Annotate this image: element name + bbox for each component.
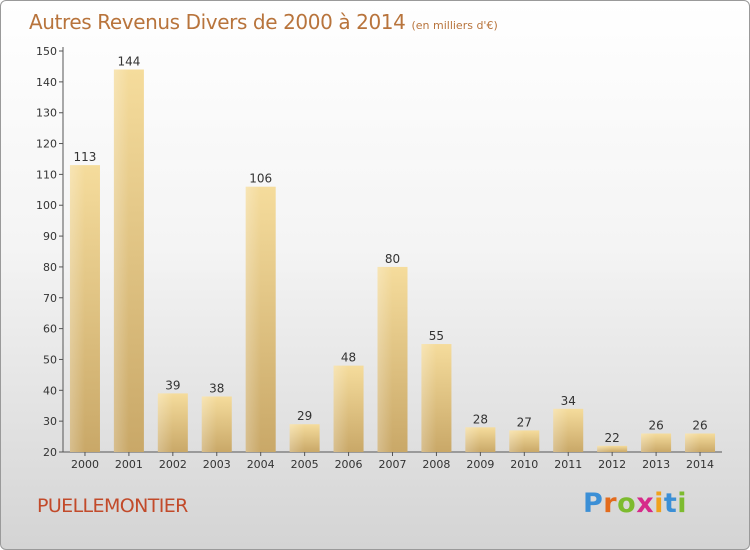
value-label: 34 xyxy=(561,394,576,408)
y-tick-label: 100 xyxy=(36,199,57,212)
y-tick-label: 80 xyxy=(43,261,57,274)
value-label: 38 xyxy=(209,381,224,395)
value-label: 144 xyxy=(117,55,140,69)
bar-highlight xyxy=(597,445,613,452)
bar-highlight xyxy=(509,430,525,452)
y-tick-label: 50 xyxy=(43,353,57,366)
logo-letter: o xyxy=(617,488,637,519)
value-label: 39 xyxy=(165,378,180,392)
bar-highlight xyxy=(69,165,85,452)
y-tick-label: 130 xyxy=(36,107,57,120)
x-tick-label: 2003 xyxy=(203,458,231,471)
x-tick-label: 2002 xyxy=(159,458,187,471)
proxiti-logo[interactable]: Proxiti xyxy=(583,488,687,519)
x-tick-label: 2013 xyxy=(642,458,670,471)
y-tick-label: 90 xyxy=(43,230,57,243)
y-tick-label: 30 xyxy=(43,415,57,428)
x-tick-label: 2005 xyxy=(291,458,319,471)
y-tick-label: 140 xyxy=(36,76,57,89)
bar-highlight xyxy=(289,424,305,452)
x-tick-label: 2010 xyxy=(510,458,538,471)
value-labels: 113 144 39 38 106 29 48 80 55 28 27 34 22 26 26 xyxy=(74,55,708,445)
logo-letter: r xyxy=(603,488,618,519)
bars xyxy=(69,69,716,452)
x-tick-label: 2014 xyxy=(686,458,714,471)
value-label: 106 xyxy=(249,172,272,186)
y-tick-label: 20 xyxy=(43,446,57,459)
y-tick-label: 110 xyxy=(36,168,57,181)
bar-highlight xyxy=(157,393,173,452)
value-label: 26 xyxy=(648,418,663,432)
bar-highlight xyxy=(201,396,217,452)
chart-title-text: Autres Revenus Divers de 2000 à 2014 xyxy=(29,10,406,34)
bar-highlight xyxy=(377,266,393,452)
logo-letter: t xyxy=(663,488,678,519)
y-tick-label: 150 xyxy=(36,45,57,58)
y-tick-label: 70 xyxy=(43,292,57,305)
bar-highlight xyxy=(245,186,261,452)
logo-letter: x xyxy=(636,488,655,519)
commune-name: PUELLEMONTIER xyxy=(37,495,188,517)
value-label: 48 xyxy=(341,351,356,365)
x-axis: 2000 2001 2002 2003 2004 2005 2006 2007 2008 2009… xyxy=(63,451,722,471)
x-tick-label: 2008 xyxy=(422,458,450,471)
chart-title: Autres Revenus Divers de 2000 à 2014 (en … xyxy=(29,10,498,34)
x-tick-label: 2007 xyxy=(379,458,407,471)
bar-highlight xyxy=(465,427,481,452)
y-tick-label: 60 xyxy=(43,323,57,336)
logo-letter: i xyxy=(677,488,688,519)
bar-highlight xyxy=(553,408,569,452)
value-label: 55 xyxy=(429,329,444,343)
y-tick-label: 40 xyxy=(43,384,57,397)
y-tick-label: 120 xyxy=(36,138,57,151)
x-tick-label: 2001 xyxy=(115,458,143,471)
x-tick-label: 2012 xyxy=(598,458,626,471)
bar-highlight xyxy=(641,433,657,452)
value-label: 113 xyxy=(74,150,97,164)
x-tick-label: 2011 xyxy=(554,458,582,471)
x-tick-label: 2006 xyxy=(335,458,363,471)
y-axis: 20 30 40 50 60 70 80 90 100 110 120 130 140 150 xyxy=(36,45,64,459)
value-label: 26 xyxy=(692,418,707,432)
bar-highlight xyxy=(113,69,129,452)
value-label: 28 xyxy=(473,412,488,426)
chart-subtitle: (en milliers d'€) xyxy=(411,19,498,32)
value-label: 22 xyxy=(605,431,620,445)
logo-letter: i xyxy=(654,488,664,519)
value-label: 29 xyxy=(297,409,312,423)
value-label: 27 xyxy=(517,415,532,429)
logo-letter: P xyxy=(583,488,604,519)
bar-highlight xyxy=(685,433,701,452)
bar-highlight xyxy=(421,344,437,452)
x-tick-label: 2000 xyxy=(71,458,99,471)
bar-highlight xyxy=(333,365,349,452)
x-tick-label: 2004 xyxy=(247,458,275,471)
value-label: 80 xyxy=(385,252,400,266)
x-tick-label: 2009 xyxy=(466,458,494,471)
